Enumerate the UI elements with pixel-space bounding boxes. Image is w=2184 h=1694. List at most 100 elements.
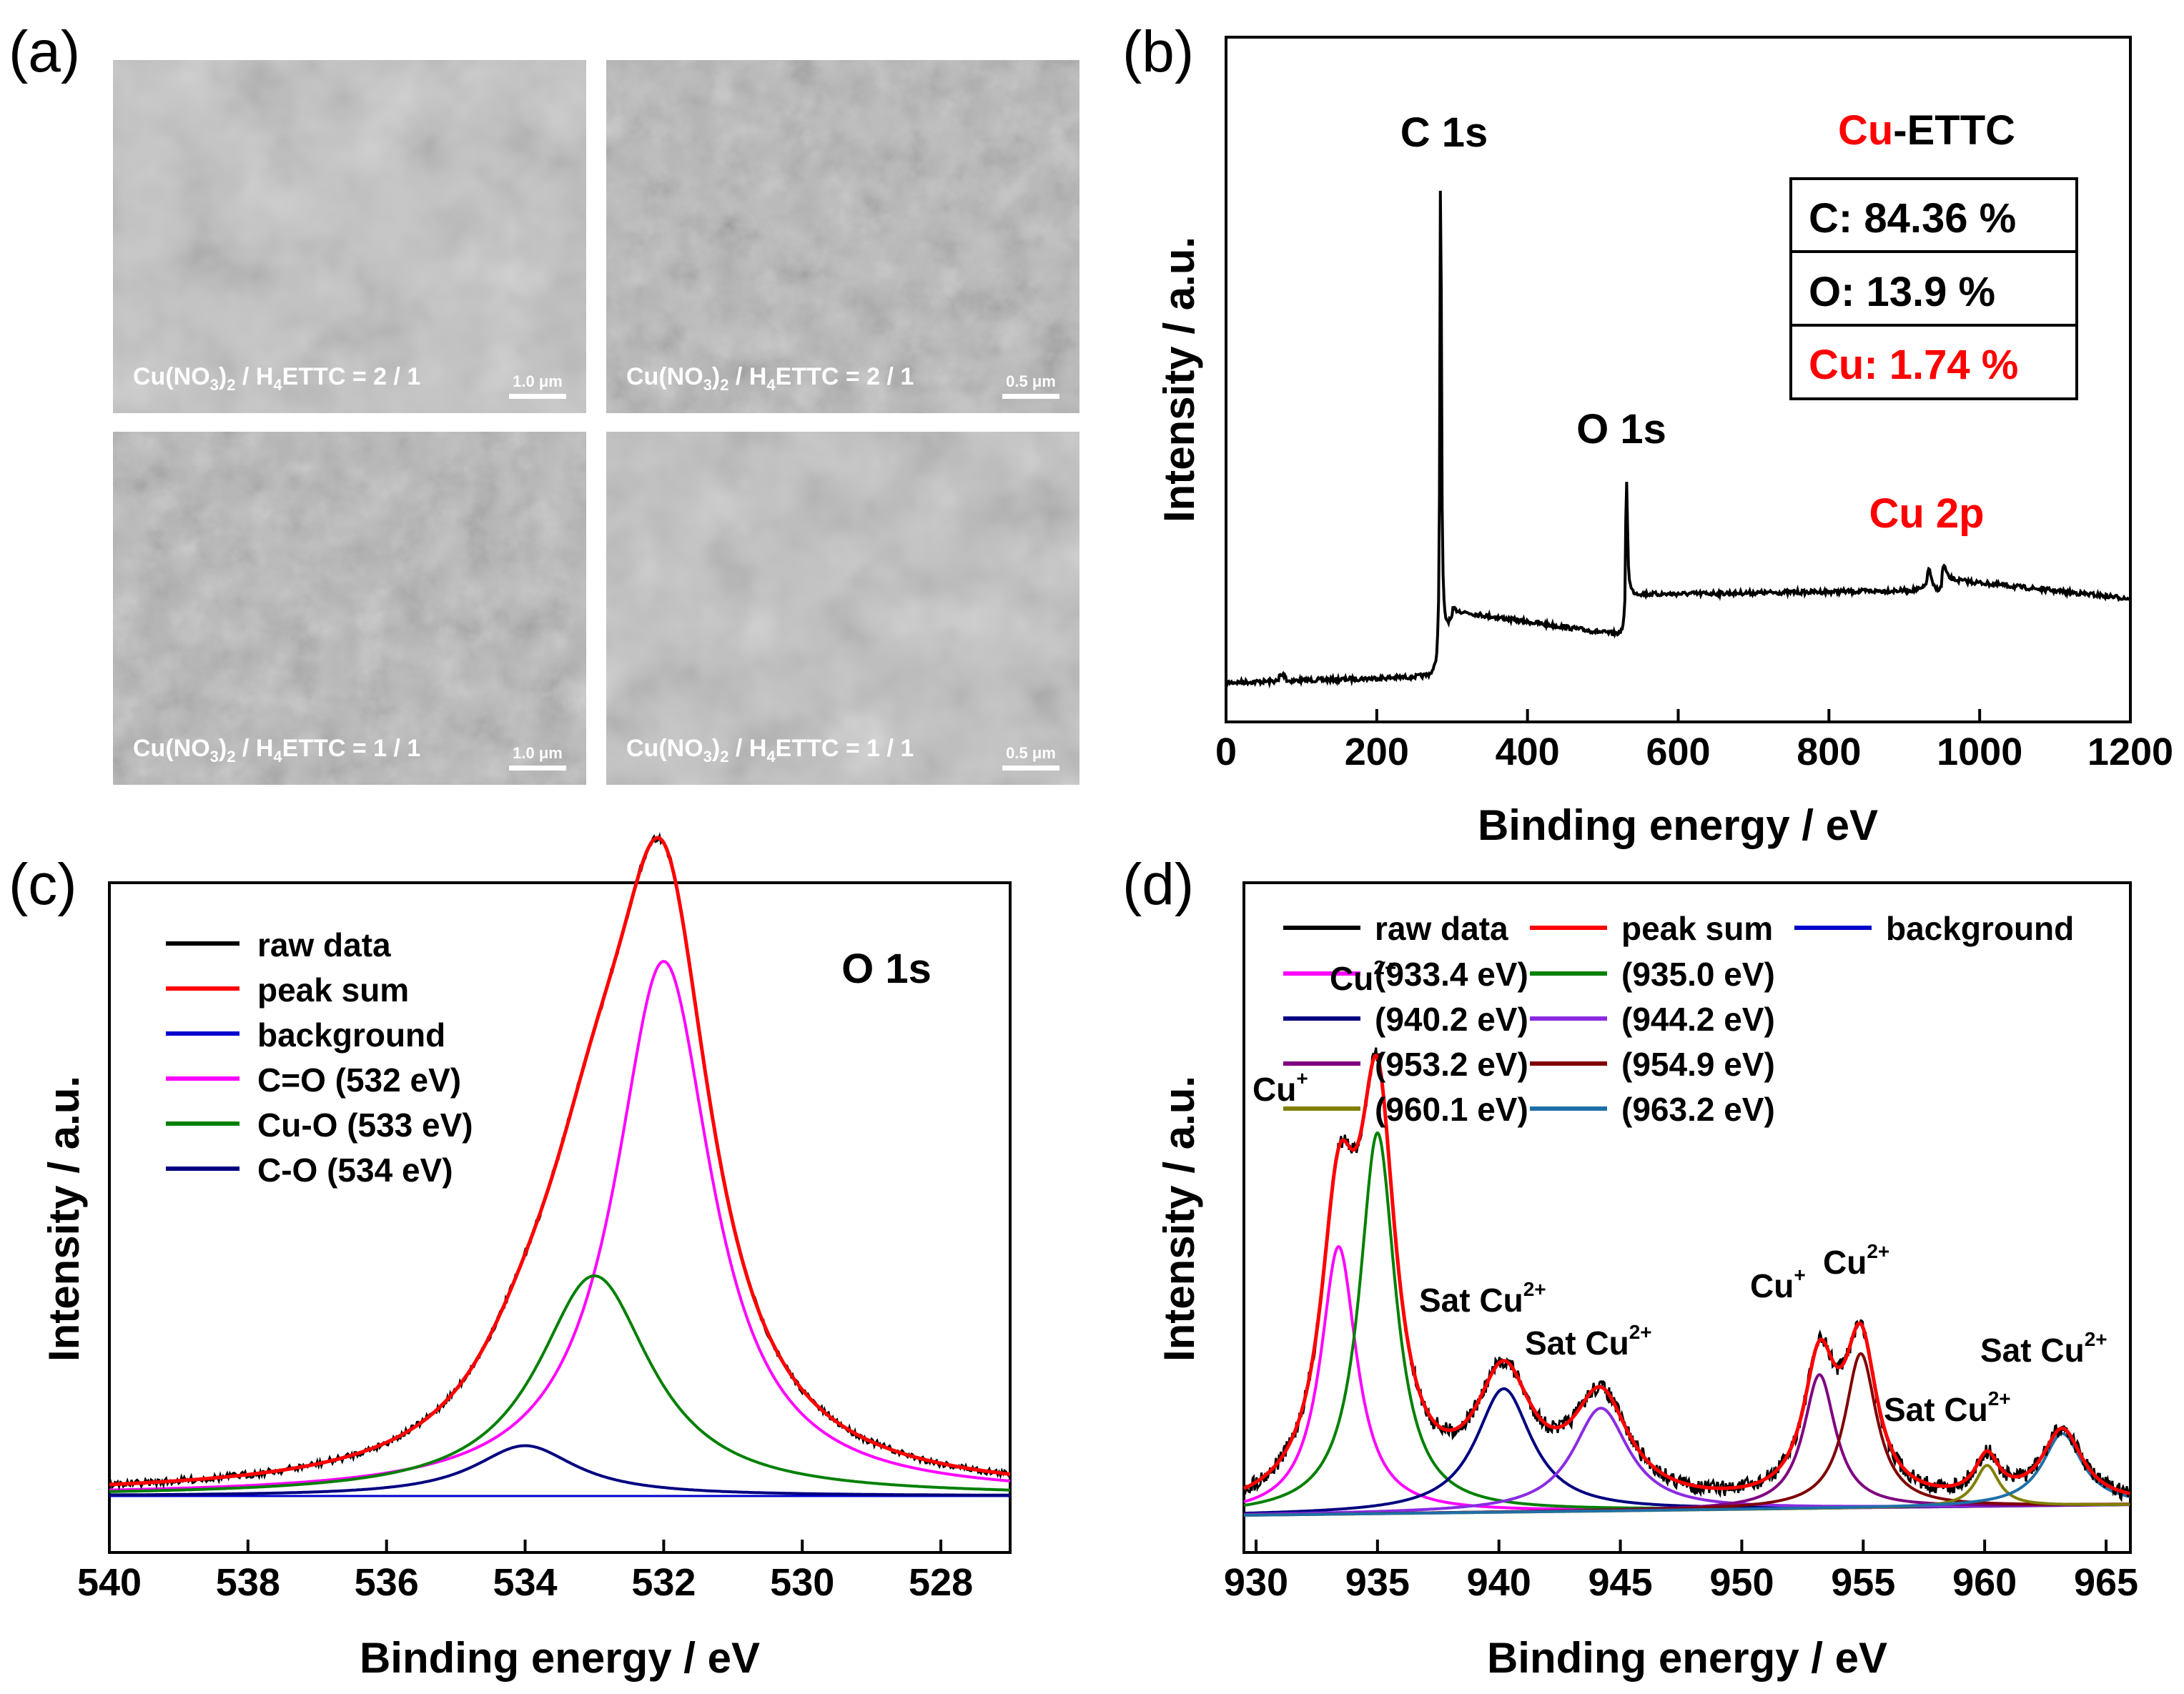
panel-d-legend-label: (953.2 eV) — [1375, 1046, 1528, 1083]
panel-c-component-2 — [109, 1274, 1011, 1493]
tem-image-4: Cu(NO3)2 / H4ETTC = 1 / 1 0.5 μm — [606, 432, 1079, 785]
tem-textures — [113, 60, 1079, 785]
panel-c-o1s-spectrum: 540 538 536 534 532 530 528 Binding energy / e… — [40, 832, 1012, 1682]
tem-image-2: Cu(NO3)2 / H4ETTC = 2 / 1 0.5 μm — [606, 60, 1079, 413]
panel-d-frame — [1242, 881, 2132, 1554]
panel-d-legend-label: (960.1 eV) — [1375, 1091, 1528, 1128]
panel-d-legend-label: (935.0 eV) — [1621, 956, 1775, 993]
panel-b-title: Cu-ETTC — [1838, 107, 2015, 154]
annot-sat-2: Sat Cu2+ — [1525, 1321, 1652, 1362]
panel-d-xtick-label: 935 — [1345, 1561, 1410, 1604]
panel-c-xtick-label: 532 — [631, 1561, 696, 1604]
panel-c-legend-label: raw data — [257, 926, 391, 964]
panel-c-legend-label: C=O (532 eV) — [257, 1061, 461, 1099]
tem-scalebar-2: 0.5 μm — [1002, 372, 1059, 399]
panel-b-xtick-label: 600 — [1646, 730, 1710, 773]
panel-d-xtick-label: 950 — [1709, 1561, 1774, 1604]
panel-d-component-6 — [1244, 1352, 2130, 1517]
panel-d-legend-label: (954.9 eV) — [1621, 1046, 1775, 1083]
panel-label-a: (a) — [9, 19, 80, 84]
panel-c-xtick-label: 538 — [216, 1561, 280, 1604]
panel-c-ylabel: Intensity / a.u. — [40, 1076, 88, 1362]
composition-table: C: 84.36 % O: 13.9 % Cu: 1.74 % — [1789, 177, 2078, 400]
panel-b-xtick-label: 1200 — [2087, 730, 2173, 773]
peak-label-o1s: O 1s — [1576, 406, 1666, 452]
panel-d-xtick-label: 960 — [1952, 1561, 2017, 1604]
panel-label-b: (b) — [1122, 19, 1194, 84]
panel-c-legend-label: peak sum — [257, 971, 409, 1009]
panel-d-xtick-label: 955 — [1831, 1561, 1895, 1604]
panel-c-xlabel: Binding energy / eV — [360, 1634, 760, 1682]
panel-c-xtick-label: 534 — [493, 1561, 557, 1604]
panel-c-component-3 — [109, 1444, 1011, 1497]
panel-d-ylabel: Intensity / a.u. — [1155, 1076, 1203, 1362]
panel-b-xtick-label: 0 — [1215, 730, 1237, 773]
panel-b-survey-spectrum: 0 200 400 600 800 1000 1200 Binding energy / e… — [1155, 36, 2173, 849]
panel-c-legend-label: background — [257, 1016, 445, 1054]
annot-cu-2plus-1: Cu2+ — [1330, 956, 1396, 997]
annot-sat-1: Sat Cu2+ — [1419, 1278, 1546, 1319]
panel-label-d: (d) — [1122, 852, 1194, 917]
panel-c-legend-label: Cu-O (533 eV) — [257, 1106, 473, 1144]
panel-b-raw-curve — [1225, 190, 2130, 690]
panel-b-xtick-label: 400 — [1496, 730, 1560, 773]
panel-label-c: (c) — [9, 852, 77, 917]
panel-b-title-rest: -ETTC — [1893, 107, 2015, 154]
panel-c-xtick-label: 540 — [77, 1561, 142, 1604]
annot-cu-plus-2: Cu+ — [1750, 1264, 1806, 1304]
panel-c-legend-label: C-O (534 eV) — [257, 1151, 453, 1189]
panel-d-legend-label: background — [1886, 910, 2074, 947]
panel-d-xlabel: Binding energy / eV — [1487, 1634, 1887, 1682]
tem-image-3: Cu(NO3)2 / H4ETTC = 1 / 1 1.0 μm — [113, 432, 586, 785]
panel-d-legend-label: peak sum — [1621, 910, 1773, 947]
tem-caption-4: Cu(NO3)2 / H4ETTC = 1 / 1 — [626, 735, 914, 766]
panel-d-legend-label: (940.2 eV) — [1375, 1001, 1528, 1038]
tem-scalebar-1: 1.0 μm — [509, 372, 566, 399]
annot-sat-3: Sat Cu2+ — [1884, 1387, 2011, 1428]
annot-sat-4: Sat Cu2+ — [1980, 1328, 2108, 1369]
annot-cu-2plus-2: Cu2+ — [1823, 1240, 1889, 1281]
peak-label-c1s: C 1s — [1400, 109, 1488, 156]
tem-image-1: Cu(NO3)2 / H4ETTC = 2 / 1 1.0 μm — [113, 60, 586, 413]
panel-d-component-1 — [1243, 1245, 2130, 1511]
panel-c-legend: raw data peak sum background C=O (532 eV) Cu… — [166, 926, 473, 1189]
panel-b-title-cu: Cu — [1838, 107, 1893, 154]
panel-d-legend-label: (933.4 eV) — [1375, 956, 1528, 993]
panel-b-ylabel: Intensity / a.u. — [1155, 237, 1203, 522]
composition-c: C: 84.36 % — [1809, 195, 2016, 242]
panel-d-sum-curve — [1243, 1053, 2130, 1496]
panel-b-xlabel: Binding energy / eV — [1478, 801, 1878, 849]
panel-d-component-8 — [1244, 1432, 2130, 1517]
composition-cu: Cu: 1.74 % — [1809, 342, 2018, 388]
tem-caption-1: Cu(NO3)2 / H4ETTC = 2 / 1 — [133, 363, 421, 394]
tem-caption-3: Cu(NO3)2 / H4ETTC = 1 / 1 — [133, 735, 421, 766]
panel-c-xtick-label: 528 — [909, 1561, 973, 1604]
panel-c-raw-curve — [108, 832, 1011, 1491]
panel-b-xtick-label: 800 — [1797, 730, 1861, 773]
panel-d-cu2p-spectrum: 930 935 940 945 950 955 960 965 Binding energy … — [1155, 881, 2138, 1682]
panel-d-legend-label: (944.2 eV) — [1621, 1001, 1775, 1038]
annot-cu-plus-1: Cu+ — [1252, 1067, 1308, 1108]
panel-d-legend-label: raw data — [1375, 910, 1508, 947]
panel-c-frame — [108, 881, 1012, 1554]
panel-c-annotation: O 1s — [841, 946, 932, 992]
panel-c-xtick-label: 530 — [770, 1561, 834, 1604]
peak-label-cu2p: Cu 2p — [1869, 490, 1984, 537]
tem-caption-2: Cu(NO3)2 / H4ETTC = 2 / 1 — [626, 363, 914, 394]
panel-d-xtick-label: 945 — [1588, 1561, 1653, 1604]
tem-scalebar-4: 0.5 μm — [1002, 744, 1059, 771]
panel-c-component-1 — [109, 959, 1011, 1492]
panel-b-xtick-label: 1000 — [1937, 730, 2022, 773]
composition-o: O: 13.9 % — [1809, 269, 1995, 315]
panel-d-component-2 — [1243, 1131, 2130, 1510]
panel-d-annotations: Cu+ Cu2+ Sat Cu2+ Sat Cu2+ Cu+ Cu2+ Sat … — [1252, 956, 2108, 1428]
panel-c-xtick-label: 536 — [355, 1561, 419, 1604]
tem-scalebar-3: 1.0 μm — [509, 744, 566, 771]
panel-d-legend-label: (963.2 eV) — [1621, 1091, 1775, 1128]
panel-d-legend: raw data peak sum background (933.4 eV) (935… — [1283, 910, 2074, 1128]
panel-c-sum-curve — [109, 836, 1011, 1487]
panel-d-xtick-label: 930 — [1224, 1561, 1288, 1604]
panel-d-xtick-label: 940 — [1467, 1561, 1531, 1604]
panel-b-xtick-label: 200 — [1345, 730, 1409, 773]
